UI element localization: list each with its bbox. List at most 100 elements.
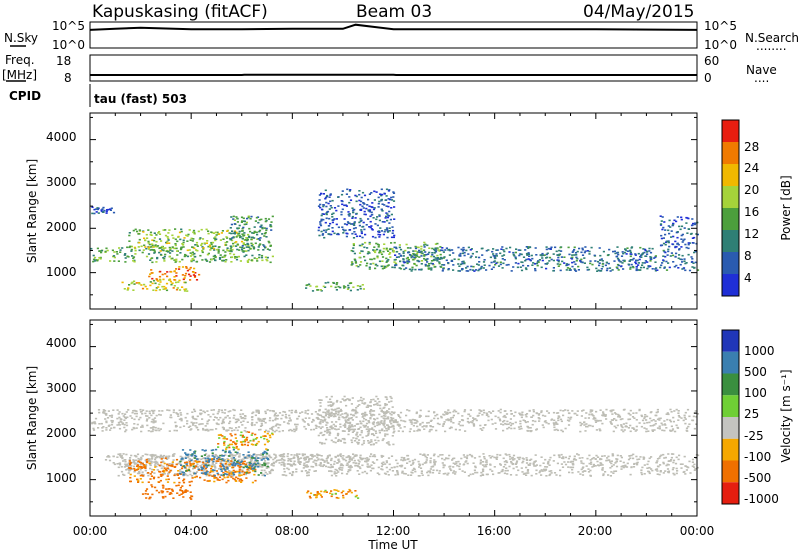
velocity-cell-7 xyxy=(338,410,341,412)
power-cell-6 xyxy=(407,258,410,261)
velocity-cell-1 xyxy=(328,470,331,472)
velocity-cell-7 xyxy=(594,417,597,420)
velocity-cell-7 xyxy=(589,409,592,411)
velocity-cell-7 xyxy=(257,417,260,420)
velocity-cell-5 xyxy=(260,436,263,439)
power-cell-3 xyxy=(137,246,140,248)
power-cell-7 xyxy=(505,264,508,266)
power-cell-4 xyxy=(260,224,263,227)
power-cell-4 xyxy=(256,238,259,240)
velocity-cell-5 xyxy=(217,446,220,448)
velocity-cell-1 xyxy=(246,457,249,460)
power-cell-0 xyxy=(169,248,172,250)
velocity-cell-3 xyxy=(153,476,156,479)
velocity-cell-7 xyxy=(329,415,333,417)
velocity-cell-3 xyxy=(239,478,242,480)
velocity-cell-7 xyxy=(419,409,422,412)
velocity-cell-7 xyxy=(123,419,126,421)
velocity-cell-1 xyxy=(520,467,523,469)
power-cell-10 xyxy=(680,218,683,221)
power-cell-7 xyxy=(478,261,481,263)
velocity-cell-3 xyxy=(190,480,193,483)
power-cell-6 xyxy=(442,257,445,259)
freq-label: Freq. xyxy=(5,53,35,67)
power-cell-7 xyxy=(532,262,535,264)
velocity-cell-0 xyxy=(268,454,271,457)
power-cell-7 xyxy=(495,249,498,251)
power-cell-0 xyxy=(229,252,232,255)
power-cell-1 xyxy=(181,266,185,268)
power-cell-8 xyxy=(375,191,378,193)
velocity-cell-7 xyxy=(613,425,616,428)
power-cell-3 xyxy=(180,228,183,231)
velocity-cell-7 xyxy=(193,408,196,411)
velocity-cell-1 xyxy=(479,461,482,463)
power-ylabel: Slant Range [km] xyxy=(25,159,39,263)
power-cell-7 xyxy=(412,250,415,252)
velocity-cell-7 xyxy=(638,408,641,411)
power-cell-6 xyxy=(373,246,376,248)
velocity-cell-7 xyxy=(627,427,630,429)
velocity-cell-5 xyxy=(263,431,267,433)
velocity-cell-7 xyxy=(127,409,130,411)
velocity-cell-1 xyxy=(280,457,284,460)
velocity-cell-1 xyxy=(622,466,625,469)
power-cell-8 xyxy=(385,205,388,207)
velocity-cell-1 xyxy=(433,453,436,456)
power-cell-7 xyxy=(496,249,499,251)
power-cell-6 xyxy=(381,256,385,258)
power-cell-7 xyxy=(531,264,534,266)
power-cell-10 xyxy=(686,232,689,234)
velocity-cell-7 xyxy=(547,422,550,425)
power-cell-7 xyxy=(434,247,437,249)
velocity-cell-2 xyxy=(160,490,163,492)
velocity-cell-1 xyxy=(266,473,269,475)
power-cell-6 xyxy=(405,243,408,246)
power-cell-8 xyxy=(386,213,389,215)
power-cell-7 xyxy=(640,266,643,269)
power-cell-4 xyxy=(258,229,262,232)
power-cell-6 xyxy=(423,255,426,257)
velocity-cell-3 xyxy=(227,479,230,482)
power-cell-7 xyxy=(696,269,700,271)
power-cell-7 xyxy=(593,254,596,257)
velocity-cell-1 xyxy=(641,466,644,469)
velocity-cell-4 xyxy=(236,451,239,454)
velocity-cell-1 xyxy=(492,473,495,476)
power-cell-1 xyxy=(148,275,151,278)
velocity-cell-2 xyxy=(170,488,174,491)
power-cell-8 xyxy=(372,208,376,211)
power-cell-0 xyxy=(239,260,242,262)
velocity-cell-3 xyxy=(253,473,256,476)
power-cell-7 xyxy=(646,261,649,263)
velocity-cell-1 xyxy=(465,457,469,460)
power-cell-0 xyxy=(117,260,120,262)
power-cell-8 xyxy=(325,229,328,231)
velocity-cell-7 xyxy=(339,426,342,428)
power-cell-4 xyxy=(253,231,256,234)
power-cell-10 xyxy=(685,222,688,224)
power-cell-7 xyxy=(648,250,651,252)
power-cell-0 xyxy=(260,254,264,257)
power-cell-8 xyxy=(320,218,323,221)
velocity-cell-7 xyxy=(258,429,261,431)
power-cell-10 xyxy=(672,235,675,238)
power-cell-10 xyxy=(669,226,672,228)
power-cell-10 xyxy=(660,234,663,237)
velocity-cell-7 xyxy=(479,424,482,427)
power-cell-5 xyxy=(336,282,339,284)
velocity-cell-3 xyxy=(150,471,154,473)
velocity-cell-3 xyxy=(133,467,136,470)
velocity-cell-1 xyxy=(479,459,482,461)
power-cell-5 xyxy=(332,281,335,284)
power-cell-8 xyxy=(353,231,356,233)
power-cell-7 xyxy=(655,267,658,269)
velocity-cell-1 xyxy=(347,469,350,471)
power-cell-0 xyxy=(152,249,155,251)
velocity-cell-1 xyxy=(241,471,244,474)
power-cell-0 xyxy=(124,261,127,263)
velocity-cell-7 xyxy=(631,416,635,418)
power-cell-0 xyxy=(124,257,127,259)
velocity-cell-1 xyxy=(629,473,632,476)
power-cell-6 xyxy=(416,255,419,258)
